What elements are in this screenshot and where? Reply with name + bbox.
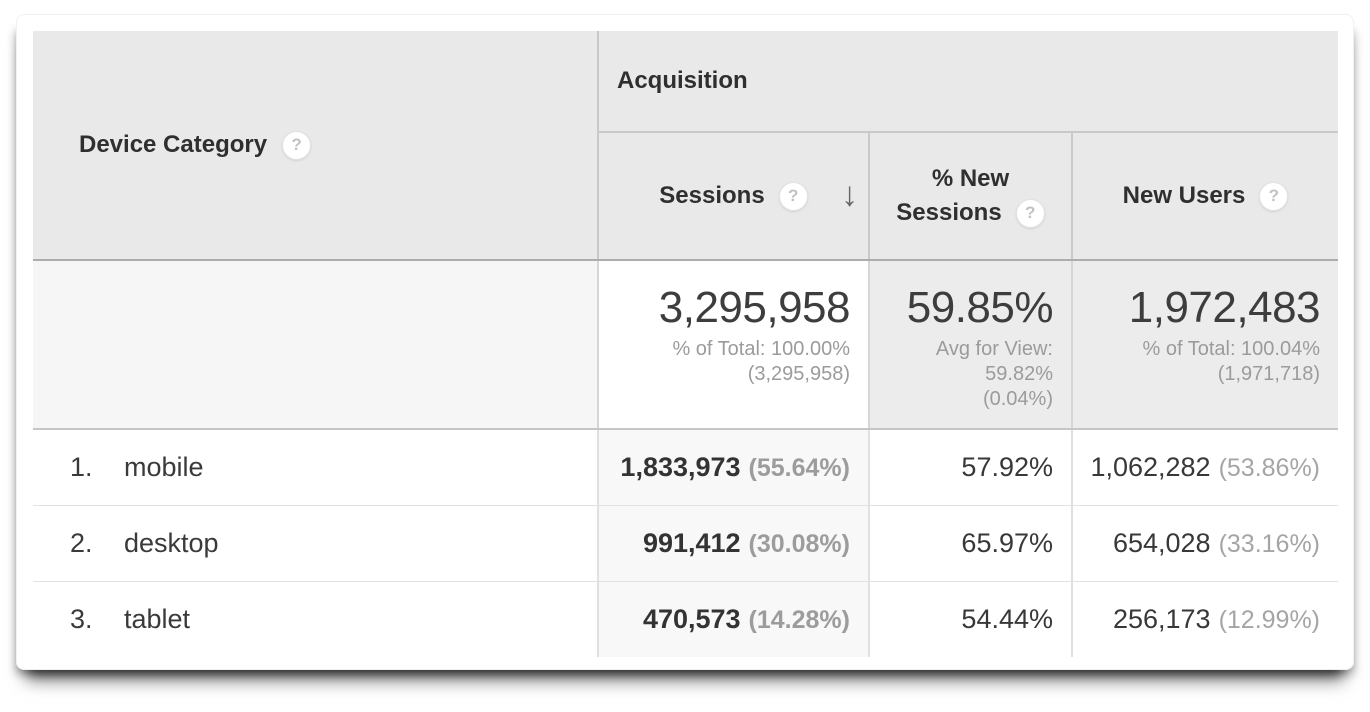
new-users-value: 1,062,282: [1090, 451, 1211, 482]
summary-sessions-note-line: % of Total: 100.00%: [672, 338, 850, 361]
help-icon[interactable]: ?: [778, 181, 808, 211]
device-category-label: Device Category: [79, 131, 268, 158]
sessions-percent: (55.64%): [748, 453, 850, 482]
dimension-cell: 3. tablet: [33, 581, 598, 657]
sessions-percent: (14.28%): [748, 605, 850, 634]
row-index: 3.: [70, 603, 93, 634]
sessions-cell: 470,573 (14.28%): [597, 581, 869, 657]
new-users-cell: 256,173 (12.99%): [1070, 581, 1339, 657]
dimension-cell: 1. mobile: [33, 429, 598, 506]
device-category-table: Device Category ? Acquisition Sessions ?…: [33, 31, 1339, 657]
device-name-link[interactable]: tablet: [124, 603, 191, 634]
column-header-percent-new-sessions[interactable]: % New Sessions ?: [868, 132, 1072, 261]
column-header-new-users[interactable]: New Users ?: [1070, 132, 1339, 261]
summary-dimension-cell: [33, 260, 598, 430]
summary-percent-new-sessions-note-line: (0.04%): [982, 388, 1053, 411]
device-name-link[interactable]: desktop: [124, 527, 219, 558]
percent-new-sessions-value: 57.92%: [961, 451, 1053, 482]
new-users-cell: 654,028 (33.16%): [1070, 505, 1339, 582]
sessions-value: 1,833,973: [620, 451, 741, 482]
percent-new-sessions-header-line1: % New: [931, 165, 1010, 192]
new-users-percent: (53.86%): [1218, 453, 1321, 482]
new-users-cell: 1,062,282 (53.86%): [1070, 429, 1339, 506]
sessions-header-label: Sessions: [659, 182, 765, 209]
group-header-row: Device Category ? Acquisition: [33, 31, 1339, 261]
help-icon[interactable]: ?: [1015, 198, 1045, 228]
acquisition-label: Acquisition: [617, 67, 748, 94]
dimension-cell: 2. desktop: [33, 505, 598, 582]
percent-new-sessions-value: 54.44%: [961, 603, 1053, 634]
device-name-link[interactable]: mobile: [124, 451, 204, 482]
metric-header-row: Sessions ? ↓ % New Sessions ?: [33, 132, 1339, 261]
percent-new-sessions-cell: 57.92%: [868, 429, 1072, 506]
new-users-percent: (12.99%): [1218, 605, 1321, 634]
sessions-cell: 1,833,973 (55.64%): [597, 429, 869, 506]
table-row-desktop: 2. desktop 991,412 (30.08%) 65.97% 654,028…: [33, 505, 1339, 582]
summary-new-users-note-line: (1,971,718): [1217, 363, 1321, 386]
summary-new-users-value: 1,972,483: [1128, 283, 1321, 332]
summary-percent-new-sessions-note-line: Avg for View:: [935, 338, 1053, 361]
percent-new-sessions-header-line2: Sessions: [896, 199, 1002, 226]
sort-descending-icon[interactable]: ↓: [841, 175, 858, 214]
new-users-value: 654,028: [1112, 527, 1211, 558]
report-card: Device Category ? Acquisition Sessions ?…: [16, 14, 1354, 670]
summary-percent-new-sessions-note-line: 59.82%: [985, 363, 1053, 386]
new-users-percent: (33.16%): [1218, 529, 1321, 558]
summary-new-users-cell: 1,972,483 % of Total: 100.04% (1,971,718…: [1070, 260, 1339, 430]
summary-sessions-value: 3,295,958: [658, 283, 851, 332]
sessions-value: 470,573: [642, 603, 741, 634]
table-row-tablet: 3. tablet 470,573 (14.28%) 54.44% 256,173(…: [33, 581, 1339, 657]
table-row-mobile: 1. mobile 1,833,973 (55.64%) 57.92% 1,062,…: [33, 429, 1339, 506]
column-group-acquisition: Acquisition: [596, 31, 1339, 133]
row-index: 1.: [70, 451, 93, 482]
percent-new-sessions-cell: 54.44%: [868, 581, 1072, 657]
column-header-sessions[interactable]: Sessions ? ↓: [597, 132, 869, 261]
summary-sessions-note-line: (3,295,958): [747, 363, 850, 386]
summary-new-users-note-line: % of Total: 100.04%: [1142, 338, 1321, 361]
column-header-device-category[interactable]: Device Category ?: [33, 31, 598, 261]
help-icon[interactable]: ?: [282, 130, 312, 160]
sessions-cell: 991,412 (30.08%): [597, 505, 869, 582]
percent-new-sessions-cell: 65.97%: [868, 505, 1072, 582]
summary-sessions-cell: 3,295,958 % of Total: 100.00% (3,295,958…: [597, 260, 869, 430]
summary-percent-new-sessions-value: 59.85%: [906, 283, 1054, 332]
percent-new-sessions-value: 65.97%: [961, 527, 1053, 558]
new-users-value: 256,173: [1112, 603, 1211, 634]
sessions-value: 991,412: [642, 527, 741, 558]
new-users-header-label: New Users: [1122, 182, 1246, 209]
row-index: 2.: [70, 527, 93, 558]
help-icon[interactable]: ?: [1259, 181, 1289, 211]
sessions-percent: (30.08%): [748, 529, 850, 558]
summary-row: 3,295,958 % of Total: 100.00% (3,295,958…: [33, 260, 1339, 430]
summary-percent-new-sessions-cell: 59.85% Avg for View: 59.82% (0.04%): [868, 260, 1072, 430]
